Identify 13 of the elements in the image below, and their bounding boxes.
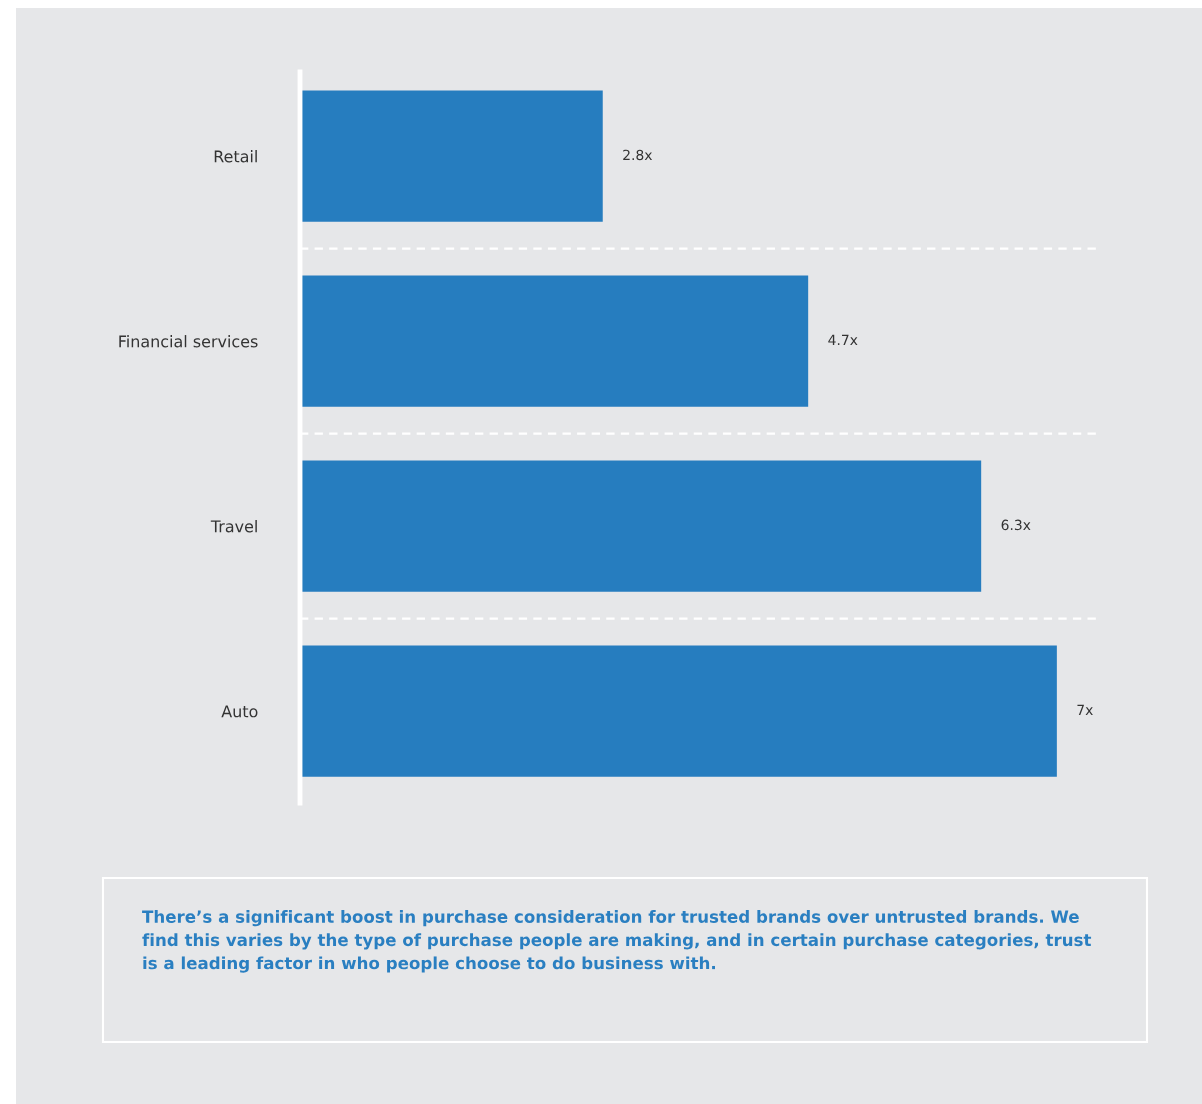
y-tick-label: Travel xyxy=(210,520,257,533)
bar xyxy=(300,460,982,592)
data-label: 4.7x xyxy=(828,334,858,345)
text: There’s a significant boost in purchase consideration for trusted brands over untrusted brands. We find this varies by the type of purchase people are making, and in certain purchase categories, trust is a leading factor in who people choose to do business with. xyxy=(142,910,1092,973)
data-label: 6.3x xyxy=(1001,519,1031,531)
data-label: 2.8x xyxy=(623,149,653,161)
y-tick-label: Retail xyxy=(214,150,257,163)
y-tick-label: Auto xyxy=(221,705,258,718)
bar xyxy=(300,645,1057,777)
bar xyxy=(300,90,603,222)
y-tick-label: Financial services xyxy=(119,335,258,348)
bar xyxy=(300,275,809,407)
data-label: 7x xyxy=(1077,704,1093,715)
